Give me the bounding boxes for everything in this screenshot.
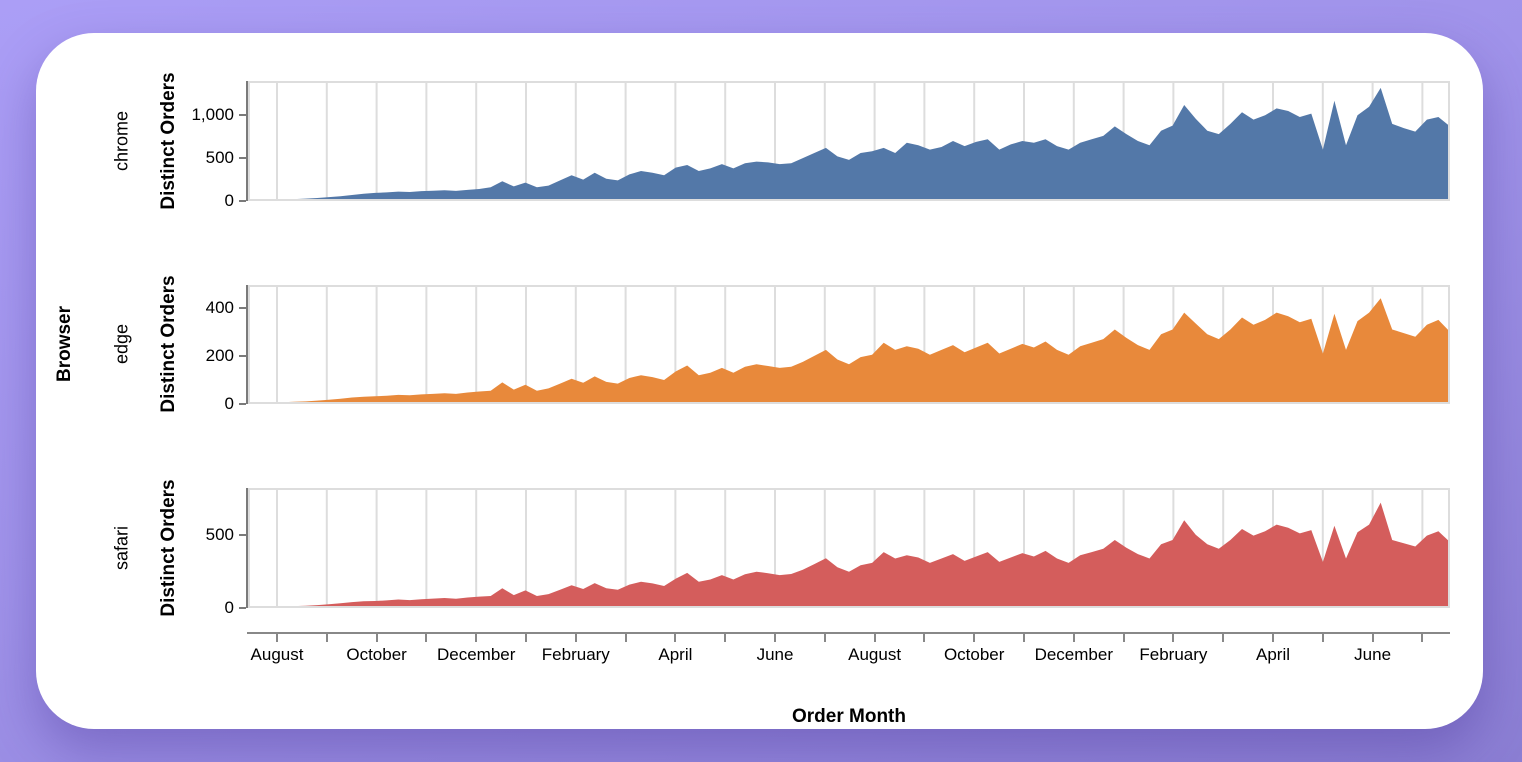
plot-border [248,81,1450,201]
y-tick-label: 0 [224,598,234,617]
y-tick-mark [239,157,246,160]
x-tick-mark [973,634,976,642]
x-tick-label: April [1255,645,1290,664]
x-tick-mark [774,634,776,642]
x-tick-mark [923,634,926,642]
area-series-chrome [248,87,1450,201]
x-tick-mark [475,634,478,642]
x-tick-mark [1321,634,1324,642]
x-tick-mark [525,634,527,642]
x-tick-mark [425,634,428,642]
y-axis-line [246,81,248,201]
x-tick-label: August [848,645,902,664]
x-tick-mark [1371,634,1374,642]
area-series-safari [248,502,1450,608]
x-tick-mark [724,634,727,642]
plot-border [248,285,1450,404]
y-tick-label: 0 [224,191,234,210]
y-axis-title-edge: Distinct Orders [158,275,179,413]
area-series-edge [248,298,1450,404]
x-tick-mark [1122,634,1125,642]
y-tick-mark [239,114,246,117]
x-tick-mark [823,634,826,642]
x-axis-line [247,632,1450,634]
y-tick-label: 500 [205,148,234,168]
x-tick-label: December [436,645,516,664]
x-tick-label: August [250,645,304,664]
x-tick-mark [1421,634,1424,642]
y-tick-mark [239,306,246,309]
x-tick-mark [1222,634,1225,642]
plot-area-edge [248,285,1450,404]
y-tick-mark [239,354,246,357]
x-tick-mark [375,634,378,642]
facet-axis-title: Browser [54,305,75,383]
x-tick-mark [276,634,278,642]
y-tick-label: 400 [205,297,234,317]
y-axis-title-safari: Distinct Orders [158,479,179,617]
y-tick-mark [239,533,246,536]
y-axis-line [246,285,248,404]
y-tick-label: 1,000 [191,105,234,125]
x-tick-label: June [1354,645,1392,664]
x-tick-mark [325,634,328,642]
plot-area-chrome [248,81,1450,201]
y-axis-line [246,488,248,608]
y-axis-title-chrome: Distinct Orders [158,72,179,210]
y-tick-label: 0 [224,394,234,413]
y-tick-label: 200 [205,345,234,365]
y-tick-mark [239,403,246,405]
x-tick-mark [1023,634,1025,642]
plot-area-safari [248,488,1450,608]
x-tick-label: October [943,645,1005,664]
x-tick-label: February [541,645,610,664]
y-tick-mark [239,607,246,609]
x-tick-label: December [1034,645,1113,664]
x-tick-label: June [756,645,794,664]
x-tick-label: February [1139,645,1208,664]
x-tick-mark [873,634,876,642]
x-tick-mark [1272,634,1274,642]
facet-label-edge: edge [111,323,132,365]
y-tick-label: 500 [205,524,234,544]
plot-border [248,488,1450,608]
x-tick-mark [624,634,627,642]
x-tick-mark [674,634,677,642]
x-tick-label: October [346,645,407,664]
x-axis-title: Order Month [792,706,906,727]
y-tick-mark [239,200,246,202]
facet-label-safari: safari [111,525,132,571]
facet-label-chrome: chrome [111,110,132,172]
x-tick-label: April [658,645,693,664]
x-tick-mark [1172,634,1175,642]
x-tick-mark [574,634,577,642]
chart-card: Browser chrome Distinct Orders edge Dist… [36,33,1483,729]
x-tick-mark [1072,634,1075,642]
